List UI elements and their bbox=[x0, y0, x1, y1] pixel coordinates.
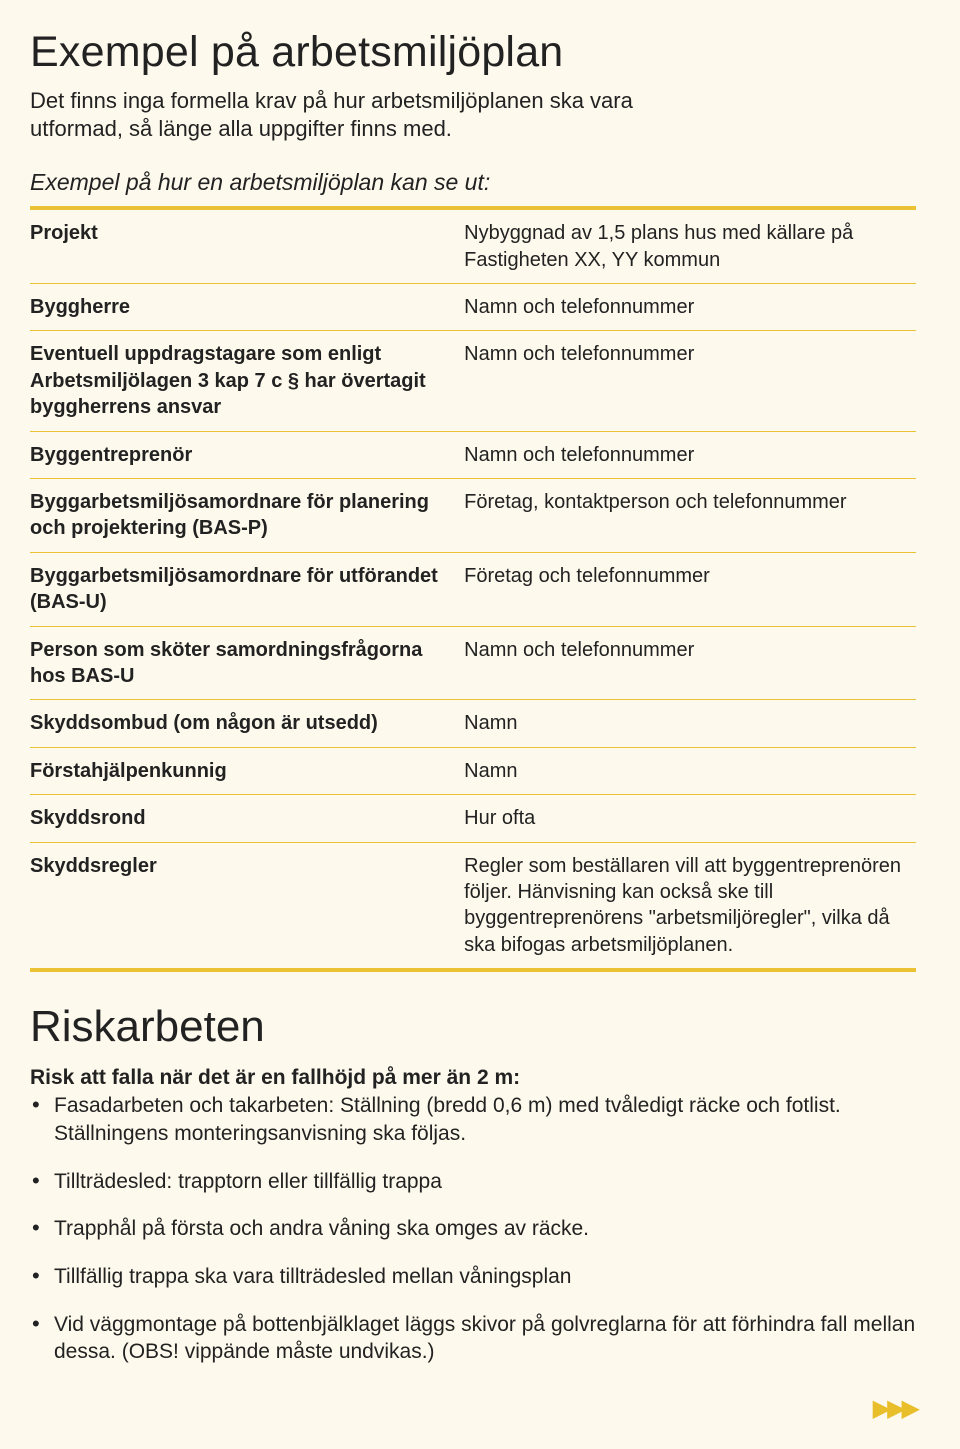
row-label: Förstahjälpenkunnig bbox=[30, 747, 464, 794]
list-item: Vid väggmontage på bottenbjälklaget lägg… bbox=[50, 1311, 916, 1366]
page: Exempel på arbetsmiljöplan Det finns ing… bbox=[0, 0, 960, 1449]
row-value: Namn bbox=[464, 747, 916, 794]
row-label: Projekt bbox=[30, 210, 464, 283]
continue-arrows-icon: ▶▶▶ bbox=[873, 1394, 916, 1423]
row-label: Byggherre bbox=[30, 284, 464, 331]
row-label: Byggarbetsmiljösamordnare för planering … bbox=[30, 479, 464, 553]
list-item: Fasadarbeten och takarbeten: Ställning (… bbox=[50, 1092, 916, 1147]
risk-title: Riskarbeten bbox=[30, 1002, 916, 1052]
row-label: Person som sköter samordningsfrågorna ho… bbox=[30, 626, 464, 700]
table-row: Eventuell uppdragstagare som enligt Arbe… bbox=[30, 331, 916, 431]
row-label: Skyddsrond bbox=[30, 795, 464, 842]
table-row: Byggarbetsmiljösamordnare för planering … bbox=[30, 479, 916, 553]
table-row: Byggherre Namn och telefonnummer bbox=[30, 284, 916, 331]
details-table: Projekt Nybyggnad av 1,5 plans hus med k… bbox=[30, 210, 916, 968]
intro-text: Det finns inga formella krav på hur arbe… bbox=[30, 87, 670, 143]
row-value: Regler som beställaren vill att byggentr… bbox=[464, 842, 916, 968]
row-value: Hur ofta bbox=[464, 795, 916, 842]
list-item: Tillfällig trappa ska vara tillträdesled… bbox=[50, 1263, 916, 1291]
table-row: Projekt Nybyggnad av 1,5 plans hus med k… bbox=[30, 210, 916, 283]
table-row: Skyddsombud (om någon är utsedd) Namn bbox=[30, 700, 916, 747]
row-label: Eventuell uppdragstagare som enligt Arbe… bbox=[30, 331, 464, 431]
thick-rule-bottom bbox=[30, 968, 916, 972]
table-row: Skyddsregler Regler som beställaren vill… bbox=[30, 842, 916, 968]
row-value: Namn och telefonnummer bbox=[464, 331, 916, 431]
row-value: Företag, kontaktperson och telefonnummer bbox=[464, 479, 916, 553]
risk-subheading: Risk att falla när det är en fallhöjd på… bbox=[30, 1066, 916, 1090]
list-item: Tillträdesled: trapptorn eller tillfälli… bbox=[50, 1168, 916, 1196]
row-label: Skyddsombud (om någon är utsedd) bbox=[30, 700, 464, 747]
table-row: Skyddsrond Hur ofta bbox=[30, 795, 916, 842]
table-row: Person som sköter samordningsfrågorna ho… bbox=[30, 626, 916, 700]
box-title: Exempel på hur en arbetsmiljöplan kan se… bbox=[30, 169, 916, 196]
row-value: Namn bbox=[464, 700, 916, 747]
row-value: Namn och telefonnummer bbox=[464, 431, 916, 478]
risk-list: Fasadarbeten och takarbeten: Ställning (… bbox=[30, 1092, 916, 1366]
list-item: Trapphål på första och andra våning ska … bbox=[50, 1215, 916, 1243]
row-value: Namn och telefonnummer bbox=[464, 626, 916, 700]
row-label: Skyddsregler bbox=[30, 842, 464, 968]
table-row: Byggarbetsmiljösamordnare för utförandet… bbox=[30, 552, 916, 626]
table-row: Förstahjälpenkunnig Namn bbox=[30, 747, 916, 794]
table-row: Byggentreprenör Namn och telefonnummer bbox=[30, 431, 916, 478]
row-value: Företag och telefonnummer bbox=[464, 552, 916, 626]
row-label: Byggentreprenör bbox=[30, 431, 464, 478]
page-title: Exempel på arbetsmiljöplan bbox=[30, 28, 916, 77]
row-value: Nybyggnad av 1,5 plans hus med källare p… bbox=[464, 210, 916, 283]
row-label: Byggarbetsmiljösamordnare för utförandet… bbox=[30, 552, 464, 626]
row-value: Namn och telefonnummer bbox=[464, 284, 916, 331]
